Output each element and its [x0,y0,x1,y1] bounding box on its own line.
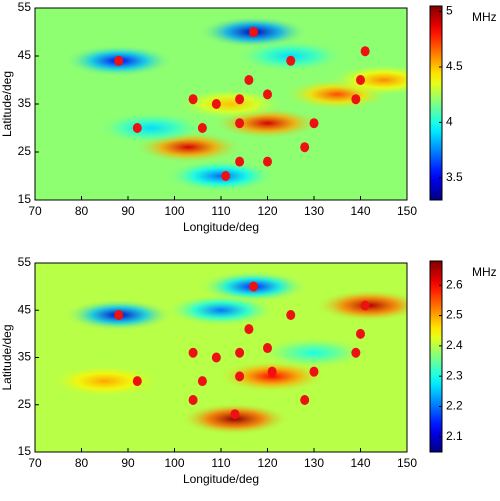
station-point [244,75,254,85]
colorbar-tick-label: 4 [446,115,453,129]
colorbar-tick-label: 4.5 [446,59,463,73]
x-tick-label: 70 [28,456,42,470]
y-tick-label: 25 [18,144,32,158]
x-tick-label: 130 [304,204,324,218]
station-point [132,123,142,133]
colorbar-unit: MHz [472,10,497,24]
x-tick-label: 120 [257,204,277,218]
x-tick-label: 130 [304,456,324,470]
station-point [211,99,221,109]
station-point [263,156,272,167]
y-tick-label: 45 [18,48,32,62]
y-axis-label: Latitude/deg [0,324,14,390]
x-axis-label: Longitude/deg [183,220,259,234]
station-point [230,409,240,420]
y-tick-label: 35 [18,350,32,364]
station-point [356,328,365,339]
x-axis-label: Longitude/deg [183,472,259,486]
station-point [249,27,259,37]
colorbar-tick-label: 2.4 [446,338,463,352]
field-spot [49,365,160,398]
y-tick-label: 15 [18,192,32,206]
station-point [360,300,370,311]
x-tick-label: 110 [211,456,230,470]
y-axis-label: Latitude/deg [0,71,14,137]
station-point [211,352,221,363]
x-tick-label: 70 [28,204,42,218]
x-tick-label: 90 [121,204,135,218]
colorbar-tick-label: 2.1 [446,429,463,443]
station-point [309,366,319,377]
station-point [300,142,310,153]
plot-area [35,263,407,452]
colorbar [429,5,443,201]
field-spot [259,336,369,369]
colorbar [429,260,443,453]
x-tick-label: 140 [350,204,370,218]
station-point [188,94,198,105]
colorbar-tick-label: 3.5 [446,170,463,184]
x-tick-label: 80 [75,204,89,218]
station-point [263,343,272,354]
station-point [235,156,245,167]
station-point [356,75,365,85]
field-spot [96,112,207,144]
station-point [114,55,124,66]
field-spot [166,160,276,192]
station-point [188,347,198,358]
station-point [286,309,296,320]
station-point [267,366,277,377]
station-point [221,171,231,181]
y-tick-label: 45 [18,302,32,316]
x-tick-label: 120 [257,456,277,470]
station-point [197,376,207,387]
colorbar-tick-label: 2.2 [446,399,463,413]
station-point [197,123,207,133]
x-tick-label: 110 [211,204,230,218]
colorbar-tick-label: 2.3 [446,368,463,382]
station-point [235,371,245,382]
station-point [132,376,142,387]
station-point [309,118,319,129]
station-point [235,118,245,129]
field-spot [314,289,407,322]
x-tick-label: 100 [164,204,184,218]
field-spot [175,88,286,120]
x-tick-label: 150 [397,204,417,218]
station-point [235,347,245,358]
x-tick-label: 100 [164,456,184,470]
station-point [235,94,245,105]
colorbar-tick-label: 2.5 [446,308,463,322]
field-spot [166,294,276,327]
y-tick-label: 15 [18,444,32,458]
field-spot [328,64,407,96]
y-tick-label: 55 [18,255,32,269]
station-point [188,395,198,406]
station-point [360,46,370,57]
station-point [114,309,124,320]
x-tick-label: 150 [397,456,417,470]
y-tick-label: 35 [18,96,32,110]
x-tick-label: 90 [121,456,135,470]
y-tick-label: 25 [18,397,32,411]
station-point [263,89,272,100]
station-point [351,347,361,358]
colorbar-unit: MHz [472,265,497,279]
station-point [249,281,259,292]
station-point [300,395,310,406]
station-point [286,55,296,66]
station-point [244,324,254,335]
x-tick-label: 140 [350,456,370,470]
colorbar-tick-label: 2.6 [446,277,463,291]
station-point [351,94,361,105]
x-tick-label: 80 [75,456,89,470]
colorbar-tick-label: 5 [446,4,453,18]
y-tick-label: 55 [18,0,32,14]
plot-area [35,8,407,200]
